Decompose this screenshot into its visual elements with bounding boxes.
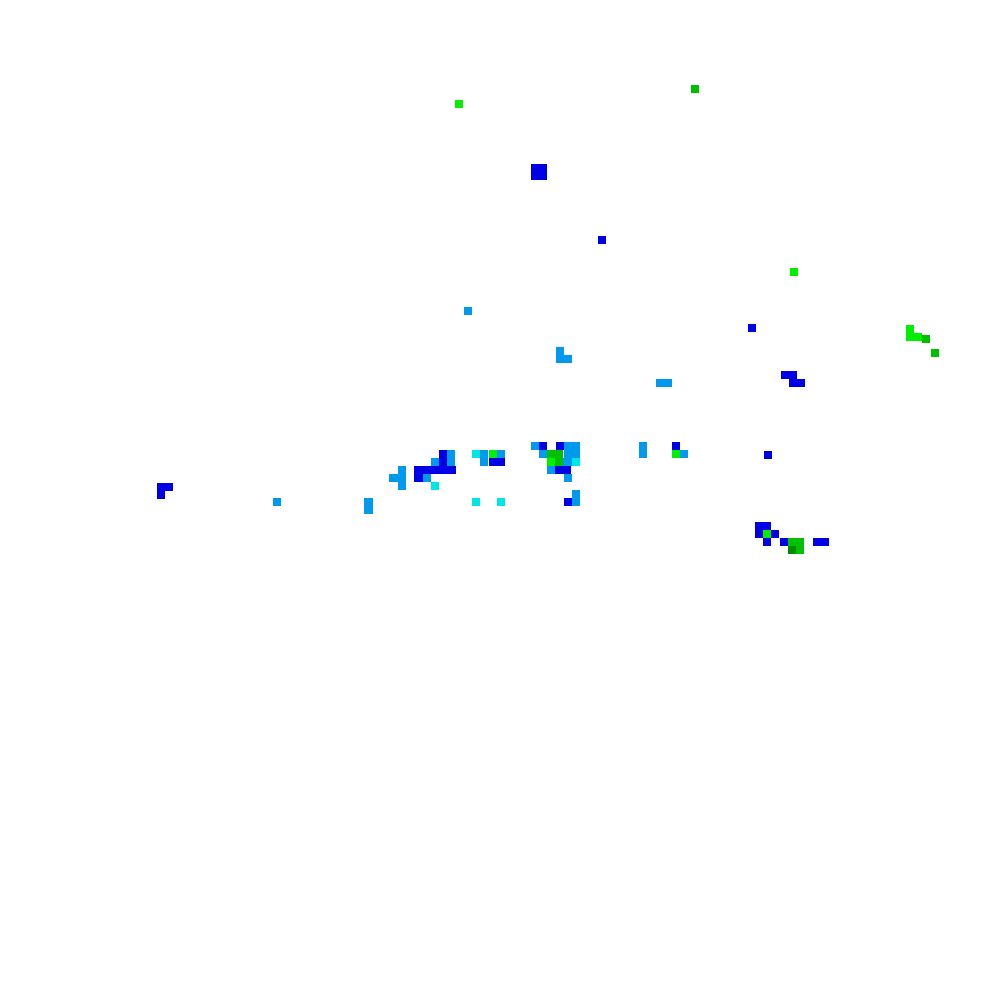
radar-cell-cyan xyxy=(431,482,439,490)
radar-cell-blue xyxy=(763,538,771,546)
radar-cell-blue xyxy=(813,538,829,546)
radar-cell-blue xyxy=(539,442,547,450)
radar-cell-green xyxy=(931,349,939,357)
radar-cell-blue xyxy=(414,474,423,482)
radar-cell-lightblue xyxy=(564,442,580,450)
radar-cell-lightblue xyxy=(480,450,488,458)
radar-cell-lime xyxy=(672,450,680,458)
radar-cell-cyan xyxy=(472,498,480,506)
radar-cell-blue xyxy=(764,451,772,459)
radar-cell-green xyxy=(691,85,699,93)
radar-cell-lightblue xyxy=(556,347,564,355)
radar-cell-lightblue xyxy=(572,490,580,506)
radar-cell-lightblue xyxy=(447,458,455,466)
radar-cell-lightblue xyxy=(480,458,488,466)
radar-cell-green xyxy=(547,450,563,458)
radar-cell-lightblue xyxy=(273,498,281,506)
radar-cell-lightblue xyxy=(547,466,555,474)
radar-cell-lightblue xyxy=(447,450,455,458)
radar-cell-lightblue xyxy=(531,442,539,450)
radar-cell-blue xyxy=(157,491,165,499)
radar-cell-lime xyxy=(906,333,922,341)
radar-cell-blue xyxy=(439,450,447,458)
radar-cell-green xyxy=(796,546,804,554)
radar-cell-lime xyxy=(790,268,798,276)
radar-cell-cyan xyxy=(572,458,580,466)
radar-cell-blue xyxy=(489,458,505,466)
radar-cell-lightblue xyxy=(680,450,688,458)
radar-cell-blue xyxy=(531,164,547,180)
radar-cell-lime xyxy=(489,450,497,458)
radar-cell-lightblue xyxy=(464,307,472,315)
radar-cell-darkgreen xyxy=(788,546,796,554)
radar-cell-lightblue xyxy=(564,474,572,482)
radar-cell-blue xyxy=(771,530,779,538)
radar-cell-lightblue xyxy=(431,458,439,466)
radar-cell-lightblue xyxy=(423,474,431,482)
radar-cell-blue xyxy=(672,442,680,450)
radar-cell-lightblue xyxy=(497,450,505,458)
radar-cell-lightblue xyxy=(563,458,571,466)
radar-cell-lightblue xyxy=(364,498,373,514)
radar-cell-blue xyxy=(555,466,571,474)
radar-cell-lime xyxy=(906,325,914,333)
radar-cell-blue xyxy=(789,379,805,387)
radar-cell-lightblue xyxy=(398,466,406,490)
radar-cell-lightblue xyxy=(539,450,547,458)
radar-cell-blue xyxy=(755,530,763,538)
radar-cell-green xyxy=(555,458,563,466)
radar-cell-cyan xyxy=(497,498,505,506)
radar-cell-blue xyxy=(755,522,771,530)
radar-cell-lightblue xyxy=(389,474,398,482)
radar-cell-lightblue xyxy=(556,355,572,363)
radar-cell-lime xyxy=(763,530,771,538)
radar-cell-blue xyxy=(556,442,564,450)
radar-cell-lightblue xyxy=(656,379,672,387)
radar-cell-lime xyxy=(455,100,463,108)
radar-cell-blue xyxy=(157,483,173,491)
radar-cell-blue xyxy=(781,371,797,379)
radar-cell-blue xyxy=(564,498,572,506)
radar-cell-blue xyxy=(748,324,756,332)
radar-cell-green xyxy=(922,335,930,343)
radar-cell-blue xyxy=(414,466,456,474)
radar-cell-cyan xyxy=(472,450,480,458)
radar-cell-lightblue xyxy=(639,442,647,458)
radar-cell-blue xyxy=(598,236,606,244)
radar-cell-blue xyxy=(439,458,447,466)
radar-cell-lime xyxy=(547,458,555,466)
radar-cell-blue xyxy=(780,538,788,546)
radar-cell-green xyxy=(788,538,804,546)
